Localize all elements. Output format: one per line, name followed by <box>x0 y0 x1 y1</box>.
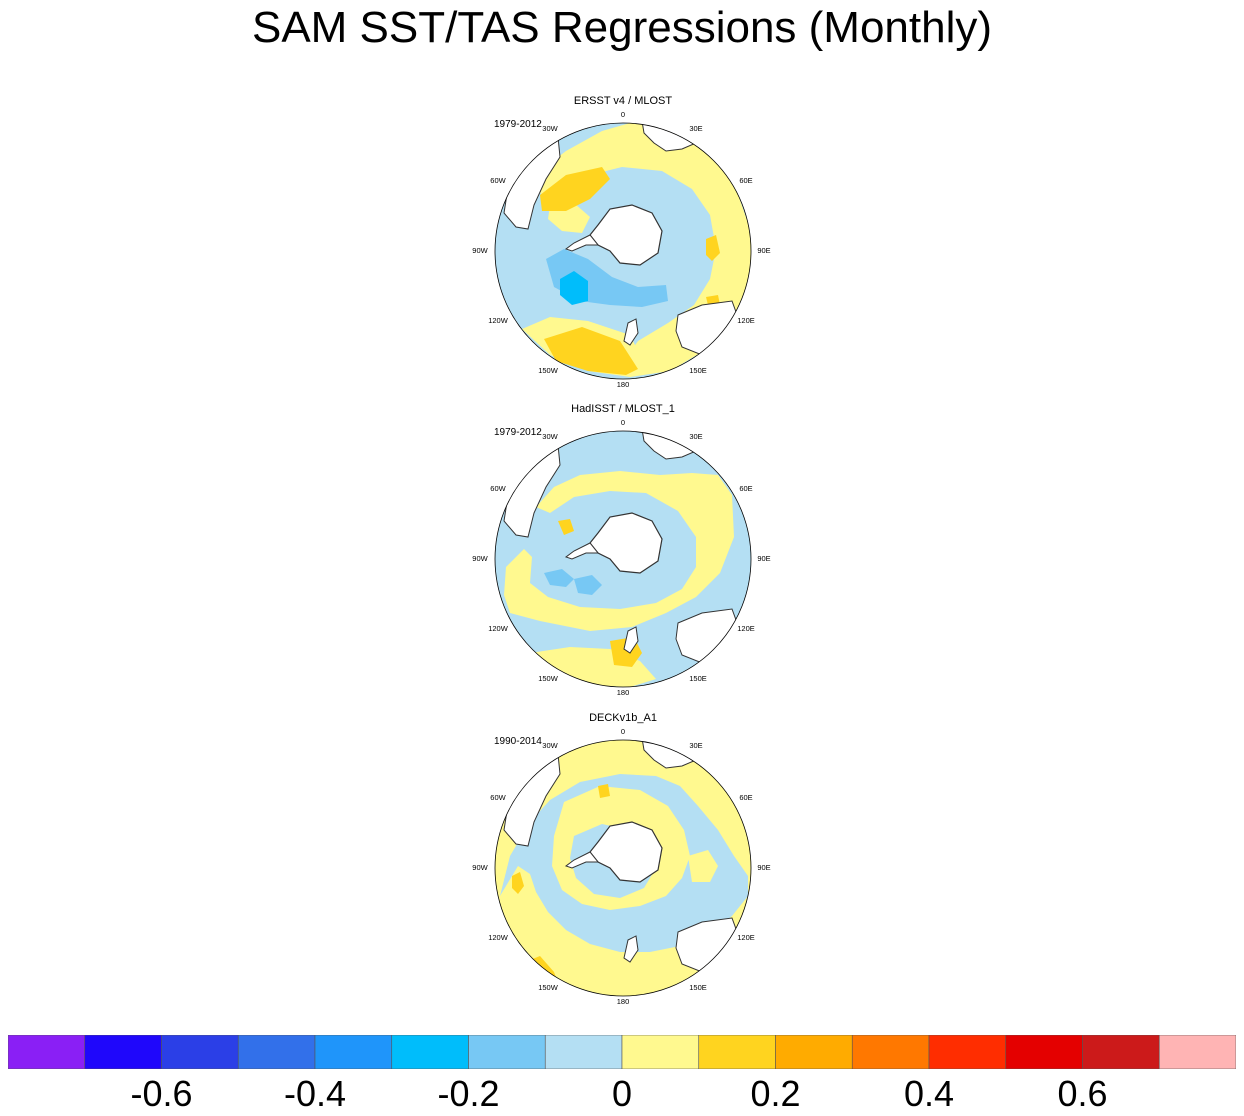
anomaly-region <box>574 575 602 595</box>
colorbar <box>8 1035 1236 1069</box>
colorbar-tick-label: -0.4 <box>283 1073 347 1114</box>
longitude-label: 90E <box>757 246 770 255</box>
longitude-label: 180 <box>617 997 630 1006</box>
colorbar-tick-label: 0.4 <box>903 1073 955 1114</box>
longitude-label: 150E <box>689 983 707 992</box>
longitude-label: 0 <box>621 418 625 427</box>
antarctic-peninsula <box>564 234 600 252</box>
panel-period: 1979-2012 <box>494 119 542 130</box>
panel-title: DECKv1b_A1 <box>589 712 657 724</box>
panel-period: 1979-2012 <box>494 427 542 438</box>
longitude-label: 60W <box>490 793 506 802</box>
longitude-label: 90E <box>757 863 770 872</box>
new-zealand-land <box>623 935 639 963</box>
longitude-label: 120W <box>488 933 509 942</box>
anomaly-region <box>540 167 610 211</box>
anomaly-region <box>598 784 610 798</box>
panel-ersst: ERSST v4 / MLOST 1979-2012 0 30E 60E 90E 120… <box>470 95 776 395</box>
map-border <box>494 430 752 688</box>
longitude-label: 30E <box>689 124 702 133</box>
colorbar-box <box>391 1035 469 1069</box>
longitude-label: 0 <box>621 727 625 736</box>
colorbar-tick-label: 0 <box>611 1073 633 1114</box>
longitude-label: 30E <box>689 432 702 441</box>
colorbar-tick-label: -0.6 <box>130 1073 193 1114</box>
panel-title: HadISST / MLOST_1 <box>571 403 675 415</box>
longitude-label: 90W <box>472 863 488 872</box>
colorbar-box <box>1082 1035 1160 1069</box>
colorbar-box <box>84 1035 162 1069</box>
new-zealand-land <box>623 318 639 346</box>
antarctic-peninsula <box>564 851 600 869</box>
longitude-label: 90W <box>472 554 488 563</box>
polar-map: 0 30E 60E 90E 120E 150E 180 150W 120W 90W 60W 30W <box>472 110 770 389</box>
colorbar-box <box>851 1035 930 1069</box>
longitude-label: 30E <box>689 741 702 750</box>
longitude-label: 60E <box>739 484 752 493</box>
map-border <box>494 122 752 380</box>
longitude-label: 150E <box>689 674 707 683</box>
longitude-label: 0 <box>621 110 625 119</box>
anomaly-region <box>504 471 734 631</box>
colorbar-box <box>468 1035 546 1069</box>
colorbar-box <box>544 1035 623 1069</box>
longitude-label: 60W <box>490 176 506 185</box>
longitude-label: 120E <box>737 933 755 942</box>
colorbar-box <box>1005 1035 1083 1069</box>
anomaly-region <box>512 872 524 894</box>
longitude-label: 180 <box>617 380 630 389</box>
anomaly-region <box>558 519 574 535</box>
longitude-label: 120E <box>737 624 755 633</box>
panel-title: ERSST v4 / MLOST <box>573 95 673 107</box>
anomaly-region <box>544 327 638 375</box>
colorbar-box <box>161 1035 239 1069</box>
new-zealand-land <box>623 626 639 654</box>
longitude-label: 120W <box>488 624 509 633</box>
colorbar-box <box>698 1035 776 1069</box>
longitude-label: 150W <box>538 366 559 375</box>
panel-hadisst: HadISST / MLOST_1 1979-2012 0 30E 60E 90E 12… <box>470 403 776 703</box>
colorbar-box <box>314 1035 393 1069</box>
anomaly-region <box>706 295 720 305</box>
figure-title: SAM SST/TAS Regressions (Monthly) <box>251 3 993 52</box>
colorbar-box <box>621 1035 700 1069</box>
colorbar-box <box>1158 1035 1236 1069</box>
colorbar-box <box>8 1035 86 1069</box>
colorbar-tick-label: 0.2 <box>750 1073 801 1114</box>
polar-map: 0 30E 60E 90E 120E 150E 180 150W 120W 90W 60W 30W <box>472 418 770 697</box>
longitude-label: 150W <box>538 674 559 683</box>
colorbar-box <box>775 1035 853 1069</box>
map-border <box>494 739 752 997</box>
panel-period: 1990-2014 <box>494 736 542 747</box>
longitude-label: 90W <box>472 246 488 255</box>
panel-deck: DECKv1b_A1 1990-2014 0 30E 60E 90E 120E 150E 1… <box>470 712 776 1012</box>
colorbar-tick-label: -0.2 <box>437 1073 500 1114</box>
longitude-label: 60E <box>739 176 752 185</box>
anomaly-region <box>706 235 720 261</box>
longitude-label: 60E <box>739 793 752 802</box>
antarctic-peninsula <box>564 542 600 560</box>
polar-map: 0 30E 60E 90E 120E 150E 180 150W 120W 90W 60W 30W <box>472 727 770 1006</box>
longitude-label: 120W <box>488 316 509 325</box>
longitude-label: 30W <box>542 741 558 750</box>
longitude-label: 60W <box>490 484 506 493</box>
longitude-label: 30W <box>542 432 558 441</box>
longitude-label: 150E <box>689 366 707 375</box>
longitude-label: 150W <box>538 983 559 992</box>
longitude-label: 90E <box>757 554 770 563</box>
anomaly-region <box>544 569 574 587</box>
colorbar-tick-label: 0.6 <box>1057 1073 1108 1114</box>
longitude-label: 120E <box>737 316 755 325</box>
anomaly-region <box>688 850 718 882</box>
colorbar-labels: -0.6 -0.4 -0.2 0 0.2 0.4 0.6 <box>8 1072 1236 1116</box>
colorbar-box <box>237 1035 316 1069</box>
longitude-label: 30W <box>542 124 558 133</box>
anomaly-region <box>560 271 588 305</box>
longitude-label: 180 <box>617 688 630 697</box>
colorbar-box <box>928 1035 1007 1069</box>
